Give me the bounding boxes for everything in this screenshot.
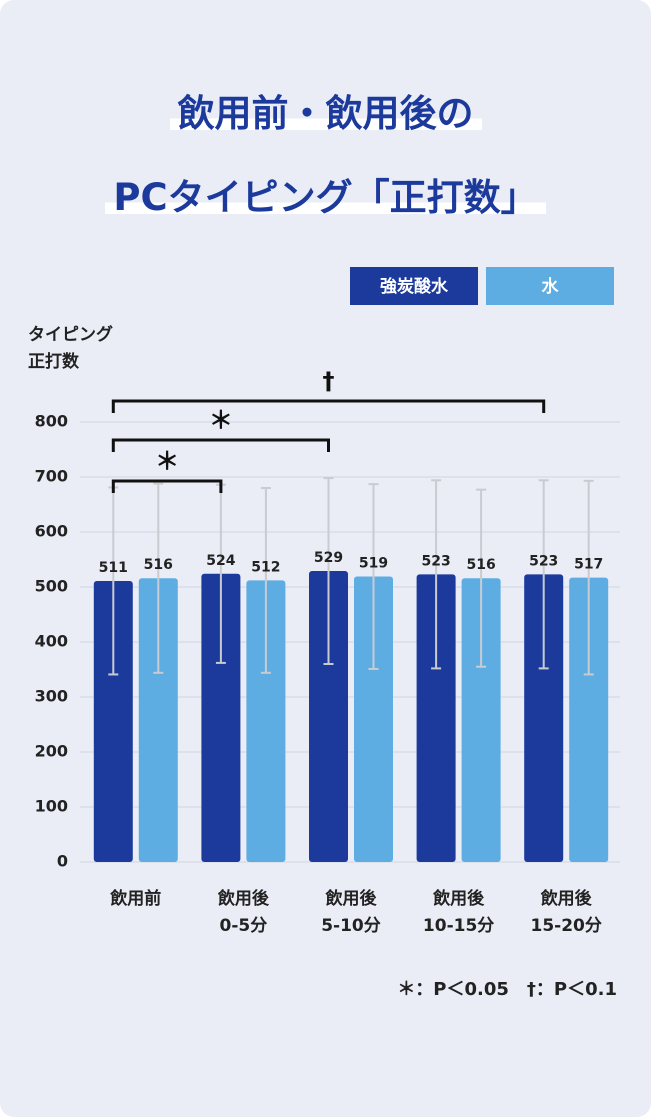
significance-label: ＊ [155, 447, 179, 475]
value-label: 517 [574, 557, 603, 573]
legend-label: 水 [542, 276, 560, 297]
y-tick-label: 100 [35, 797, 68, 816]
y-tick-label: 400 [35, 632, 68, 651]
y-tick-label: 0 [57, 852, 68, 871]
y-tick-label: 800 [35, 412, 68, 431]
value-label: 511 [99, 560, 128, 576]
x-tick-label: 飲用後 5-10分 [321, 889, 381, 936]
value-label: 524 [206, 553, 235, 569]
y-axis-label: タイピング 正打数 [28, 325, 113, 372]
legend-swatch [486, 267, 614, 305]
significance-label: ＊ [209, 406, 233, 434]
bar [246, 580, 286, 862]
y-tick-label: 300 [35, 687, 68, 706]
bar [93, 580, 133, 862]
value-label: 519 [359, 556, 388, 572]
value-label: 516 [466, 557, 495, 573]
bar [354, 576, 393, 862]
x-tick-label: 飲用前 [110, 889, 162, 909]
bar [416, 574, 456, 862]
value-label: 512 [251, 559, 280, 575]
significance-label: † [323, 367, 335, 395]
value-label: 523 [529, 553, 558, 569]
legend-swatch [350, 267, 478, 305]
y-tick-label: 200 [35, 742, 68, 761]
significance-bracket [111, 479, 223, 493]
x-tick-label: 飲用後 10-15分 [422, 889, 495, 936]
bar [524, 574, 564, 862]
bar [461, 578, 501, 862]
x-tick-label: 飲用後 0-5分 [217, 889, 269, 936]
significance-bracket [111, 438, 330, 452]
value-label: 523 [421, 553, 450, 569]
x-tick-label: 飲用後 15-20分 [530, 889, 602, 936]
bar [138, 578, 178, 862]
title-wrap: 飲用前・飲用後の PCタイピング「正打数」 [0, 72, 651, 240]
bar [201, 573, 241, 862]
bar [309, 571, 348, 862]
y-tick-label: 600 [35, 522, 68, 541]
y-tick-label: 700 [35, 467, 68, 486]
bar [569, 577, 609, 862]
y-tick-label: 500 [35, 577, 68, 596]
significance-bracket [111, 399, 546, 413]
value-label: 516 [144, 557, 173, 573]
footnote: ＊：P＜0.05 †：P＜0.1 [397, 979, 617, 1000]
legend-label: 強炭酸水 [380, 276, 449, 297]
value-label: 529 [314, 550, 343, 566]
